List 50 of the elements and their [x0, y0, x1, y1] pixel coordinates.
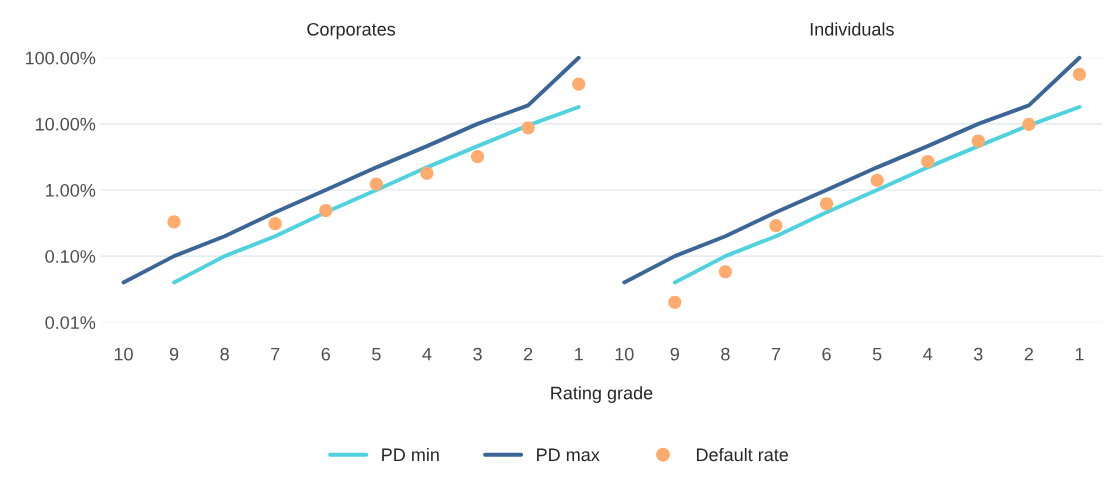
line-series [172, 105, 581, 285]
point [470, 150, 485, 164]
x-tick-label: 7 [771, 347, 781, 361]
x-tick-label: 4 [422, 347, 432, 361]
x-tick-label: 2 [524, 347, 533, 361]
x-tick-label: 10 [615, 347, 634, 361]
point [870, 173, 884, 187]
point [268, 217, 282, 231]
point [420, 166, 434, 180]
legend-label: Default rate [696, 447, 789, 462]
point [369, 177, 383, 191]
x-tick-label: 7 [271, 347, 280, 361]
chart-title: Corporates [307, 22, 396, 40]
x-tick-label: 2 [1024, 347, 1033, 361]
point [921, 154, 935, 169]
point [718, 265, 732, 279]
x-tick-label: 8 [220, 347, 229, 361]
point [1072, 67, 1087, 81]
legend-label: PD min [382, 447, 439, 461]
y-tick-label: 0.01% [45, 316, 96, 329]
point [971, 134, 985, 148]
line-series [121, 55, 581, 285]
point [819, 197, 834, 211]
x-tick-label: 6 [822, 347, 831, 361]
x-tick-label: 8 [721, 347, 730, 361]
point [167, 215, 181, 229]
y-tick-label: 0.10% [45, 250, 96, 263]
x-tick-label: 1 [575, 347, 583, 361]
point [1022, 117, 1036, 132]
x-tick-label: 3 [473, 347, 482, 361]
x-tick-label: 9 [169, 347, 179, 361]
legend-label: PD max [537, 448, 600, 462]
y-tick-label: 10.00% [35, 117, 96, 131]
x-tick-label: 1 [1075, 347, 1084, 361]
point [319, 203, 333, 218]
x-tick-label: 3 [973, 347, 983, 361]
chart-title: Individuals [810, 22, 894, 36]
x-axis-title: Rating grade [551, 386, 653, 403]
y-tick-label: 1.00% [46, 183, 96, 197]
x-tick-label: 6 [321, 347, 331, 361]
y-tick-label: 100.00% [25, 51, 96, 65]
x-tick-label: 5 [872, 347, 882, 361]
x-tick-label: 10 [114, 347, 133, 361]
x-tick-label: 9 [670, 347, 679, 361]
point [769, 218, 783, 233]
x-tick-label: 4 [923, 347, 933, 361]
point [521, 121, 535, 135]
x-tick-label: 5 [372, 347, 381, 361]
point [668, 295, 682, 309]
point [572, 77, 586, 91]
